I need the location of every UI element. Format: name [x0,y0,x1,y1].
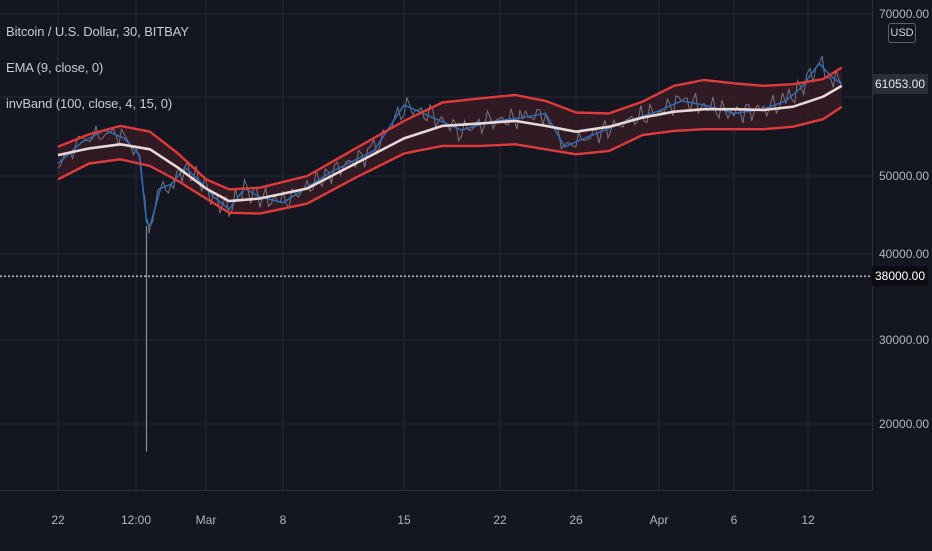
time-tick: Apr [649,513,669,527]
time-tick: 22 [493,513,507,527]
band-upper-line [57,66,843,191]
price-tick: 50000.00 [879,169,930,183]
price-tick: 40000.00 [879,247,930,261]
chart-legend: Bitcoin / U.S. Dollar, 30, BITBAY EMA (9… [6,23,189,131]
series-layer [57,55,843,452]
band-fill [58,67,842,214]
crosshair-price-label: 38000.00 [872,266,928,287]
currency-button[interactable]: USD [888,23,916,43]
price-tick: 20000.00 [879,417,930,431]
price-tick: 70000.00 [879,7,930,21]
chart-plot-area[interactable] [0,0,872,490]
band-middle-line [57,84,843,203]
time-tick: 22 [51,513,65,527]
time-tick: 26 [569,513,583,527]
symbol-title[interactable]: Bitcoin / U.S. Dollar, 30, BITBAY [6,24,189,39]
price-tick: 30000.00 [879,333,930,347]
ema-indicator-label[interactable]: EMA (9, close, 0) [6,60,104,75]
last-price-label: 61053.00 [872,73,928,94]
time-scale[interactable]: 22 12:00 Mar 8 15 22 26 Apr 6 12 [0,490,872,551]
band-lower-line [57,105,843,215]
band-fill-area [58,67,842,214]
time-tick: Mar [195,513,217,527]
chart-grid [0,0,872,490]
price-scale[interactable]: 70000.00 50000.00 40000.00 30000.00 2000… [872,0,932,490]
time-tick: 8 [279,513,287,527]
price-line [57,62,843,227]
time-tick: 12 [801,513,815,527]
time-tick: 6 [730,513,738,527]
invband-indicator-label[interactable]: invBand (100, close, 4, 15, 0) [6,96,173,111]
price-chart[interactable] [0,0,872,490]
time-tick: 15 [397,513,411,527]
time-tick: 12:00 [120,513,152,527]
